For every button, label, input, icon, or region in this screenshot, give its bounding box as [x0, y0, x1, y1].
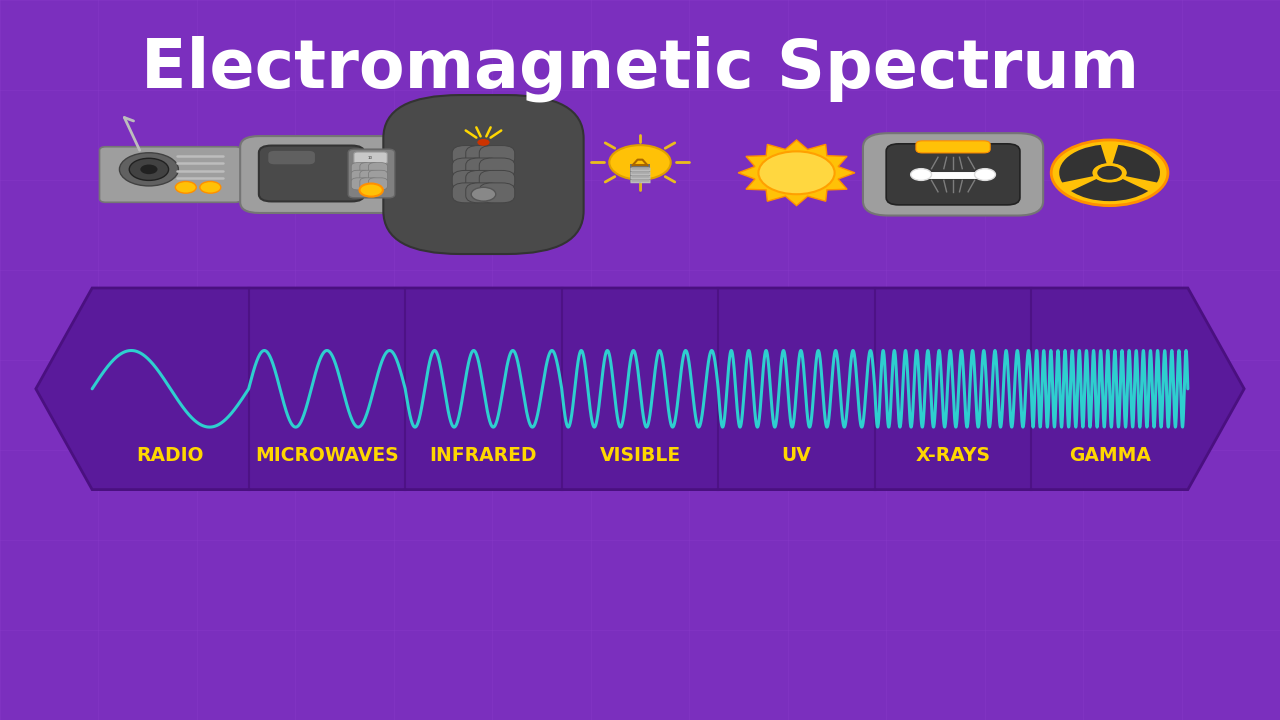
FancyBboxPatch shape	[351, 170, 370, 182]
FancyBboxPatch shape	[348, 149, 394, 198]
Text: RADIO: RADIO	[137, 446, 205, 465]
FancyBboxPatch shape	[360, 163, 379, 175]
Bar	[630, 164, 650, 182]
FancyBboxPatch shape	[241, 136, 413, 213]
Circle shape	[1092, 163, 1126, 182]
Circle shape	[477, 139, 490, 146]
Circle shape	[910, 168, 932, 181]
Polygon shape	[36, 288, 1244, 490]
FancyBboxPatch shape	[466, 158, 502, 178]
FancyBboxPatch shape	[269, 151, 315, 164]
Circle shape	[129, 158, 169, 181]
FancyBboxPatch shape	[479, 158, 515, 178]
Text: Electromagnetic Spectrum: Electromagnetic Spectrum	[141, 35, 1139, 102]
Circle shape	[175, 181, 196, 193]
FancyBboxPatch shape	[369, 170, 388, 182]
Circle shape	[974, 168, 996, 181]
FancyBboxPatch shape	[886, 144, 1020, 205]
FancyBboxPatch shape	[369, 178, 388, 190]
Text: GAMMA: GAMMA	[1069, 446, 1151, 465]
FancyBboxPatch shape	[100, 147, 242, 202]
FancyBboxPatch shape	[353, 152, 388, 164]
Wedge shape	[1112, 145, 1160, 182]
Text: 10: 10	[369, 156, 372, 160]
Text: VISIBLE: VISIBLE	[599, 446, 681, 465]
FancyBboxPatch shape	[452, 158, 488, 178]
FancyBboxPatch shape	[369, 163, 388, 175]
FancyBboxPatch shape	[452, 183, 488, 203]
FancyBboxPatch shape	[479, 145, 515, 166]
Text: INFRARED: INFRARED	[430, 446, 538, 465]
Circle shape	[119, 153, 178, 186]
FancyBboxPatch shape	[863, 133, 1043, 215]
Circle shape	[200, 181, 221, 193]
FancyBboxPatch shape	[383, 95, 584, 254]
Circle shape	[471, 187, 495, 201]
FancyBboxPatch shape	[351, 163, 370, 175]
FancyBboxPatch shape	[466, 145, 502, 166]
FancyBboxPatch shape	[259, 145, 365, 202]
Circle shape	[1098, 166, 1120, 179]
FancyBboxPatch shape	[452, 145, 488, 166]
Wedge shape	[1071, 179, 1148, 201]
FancyBboxPatch shape	[479, 183, 515, 203]
FancyBboxPatch shape	[466, 183, 502, 203]
Circle shape	[1051, 140, 1167, 206]
Text: UV: UV	[782, 446, 812, 465]
FancyBboxPatch shape	[916, 141, 991, 153]
FancyBboxPatch shape	[452, 171, 488, 190]
FancyBboxPatch shape	[466, 171, 502, 190]
Circle shape	[141, 164, 157, 174]
FancyBboxPatch shape	[360, 178, 379, 190]
Circle shape	[1097, 166, 1121, 180]
FancyBboxPatch shape	[351, 178, 370, 190]
Text: MICROWAVES: MICROWAVES	[255, 446, 399, 465]
Circle shape	[759, 151, 835, 194]
Circle shape	[360, 184, 383, 197]
Wedge shape	[1059, 145, 1107, 182]
FancyBboxPatch shape	[360, 170, 379, 182]
FancyBboxPatch shape	[479, 171, 515, 190]
Polygon shape	[739, 140, 855, 206]
Text: X-RAYS: X-RAYS	[915, 446, 991, 465]
Circle shape	[609, 145, 671, 180]
